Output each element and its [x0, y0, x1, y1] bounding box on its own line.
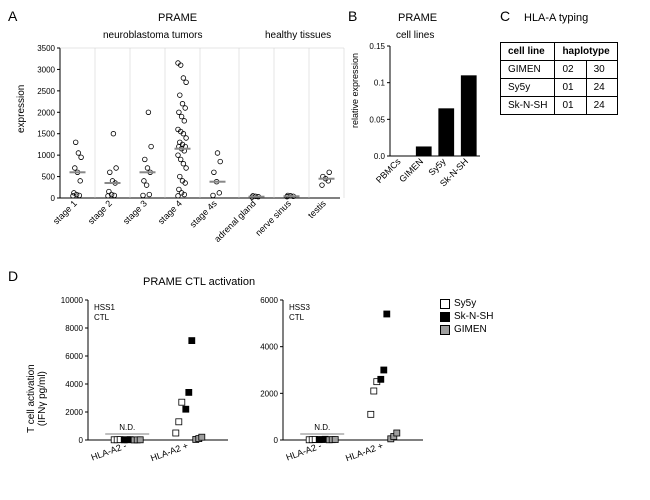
- panel-c-label: C: [500, 8, 510, 24]
- svg-text:0: 0: [51, 194, 56, 203]
- panel-a: A PRAME neuroblastoma tumors healthy tis…: [8, 8, 338, 253]
- svg-text:3000: 3000: [37, 65, 55, 74]
- svg-text:10000: 10000: [61, 296, 84, 305]
- svg-text:HLA-A2 +: HLA-A2 +: [344, 440, 384, 463]
- svg-text:nerve sinus: nerve sinus: [253, 198, 293, 238]
- svg-text:0.0: 0.0: [374, 152, 386, 161]
- panel-a-subtitle-right: healthy tissues: [265, 30, 331, 41]
- panel-d-chart-2: 0 2000 4000 6000 HSS3CTL N.D. HLA-A2 - HLA-A2 +: [243, 294, 433, 484]
- panel-d-title: PRAME CTL activation: [143, 276, 255, 288]
- svg-text:stage 3: stage 3: [121, 198, 149, 226]
- panel-c-title: HLA-A typing: [524, 12, 588, 24]
- svg-text:2000: 2000: [37, 108, 55, 117]
- panel-b: B PRAME cell lines relative expression 0…: [348, 8, 493, 228]
- panel-d-legend: Sy5ySk-N-SHGIMEN: [440, 298, 493, 337]
- panel-b-label: B: [348, 8, 357, 24]
- svg-text:stage 4: stage 4: [156, 198, 184, 226]
- panel-a-title: PRAME: [158, 12, 197, 24]
- panel-d-label: D: [8, 268, 18, 284]
- svg-text:1500: 1500: [37, 130, 55, 139]
- svg-text:6000: 6000: [260, 296, 278, 305]
- svg-text:stage 4s: stage 4s: [188, 198, 219, 229]
- svg-text:8000: 8000: [65, 324, 83, 333]
- panel-a-ylabel: expression: [16, 85, 27, 133]
- panel-d-ylabel: T cell activation (IFNγ pg/ml): [26, 364, 48, 433]
- svg-text:6000: 6000: [65, 352, 83, 361]
- svg-text:adrenal gland: adrenal gland: [212, 198, 258, 244]
- svg-text:0: 0: [274, 436, 279, 445]
- svg-text:HLA-A2 +: HLA-A2 +: [149, 440, 189, 463]
- svg-text:4000: 4000: [65, 380, 83, 389]
- svg-text:CTL: CTL: [289, 313, 305, 322]
- panel-d: D PRAME CTL activation T cell activation…: [8, 268, 648, 498]
- panel-a-label: A: [8, 8, 17, 24]
- figure-container: A PRAME neuroblastoma tumors healthy tis…: [8, 8, 642, 492]
- svg-text:N.D.: N.D.: [314, 423, 330, 432]
- svg-text:HSS3: HSS3: [289, 303, 310, 312]
- svg-text:4000: 4000: [260, 343, 278, 352]
- panel-c-table: cell linehaplotypeGIMEN0230Sy5y0124Sk-N-…: [500, 42, 618, 115]
- svg-text:CTL: CTL: [94, 313, 110, 322]
- svg-text:GIMEN: GIMEN: [397, 156, 425, 184]
- svg-text:2000: 2000: [65, 408, 83, 417]
- svg-text:1000: 1000: [37, 151, 55, 160]
- svg-text:2500: 2500: [37, 87, 55, 96]
- svg-text:N.D.: N.D.: [119, 423, 135, 432]
- svg-text:0: 0: [79, 436, 84, 445]
- svg-text:stage 2: stage 2: [86, 198, 114, 226]
- panel-b-chart: 0.00.050.10.15PBMCsGIMENSy5ySk-N-SH: [358, 42, 488, 212]
- panel-a-chart: 0500100015002000250030003500stage 1stage…: [28, 42, 348, 252]
- panel-c: C HLA-A typing cell linehaplotypeGIMEN02…: [500, 8, 650, 148]
- svg-text:HLA-A2 -: HLA-A2 -: [90, 440, 128, 462]
- svg-text:testis: testis: [306, 198, 328, 220]
- svg-text:0.05: 0.05: [369, 115, 385, 124]
- svg-text:2000: 2000: [260, 389, 278, 398]
- svg-text:0.1: 0.1: [374, 79, 386, 88]
- panel-b-subtitle: cell lines: [396, 30, 434, 41]
- svg-text:stage 1: stage 1: [51, 198, 79, 226]
- svg-text:3500: 3500: [37, 44, 55, 53]
- svg-text:0.15: 0.15: [369, 42, 385, 51]
- svg-text:HLA-A2 -: HLA-A2 -: [285, 440, 323, 462]
- svg-text:HSS1: HSS1: [94, 303, 115, 312]
- panel-a-subtitle-left: neuroblastoma tumors: [103, 30, 203, 41]
- panel-b-title: PRAME: [398, 12, 437, 24]
- svg-text:500: 500: [42, 173, 56, 182]
- panel-d-chart-1: 0 2000 4000 6000 8000 10000 HSS1CTL N.D. HLA-A2 …: [48, 294, 238, 484]
